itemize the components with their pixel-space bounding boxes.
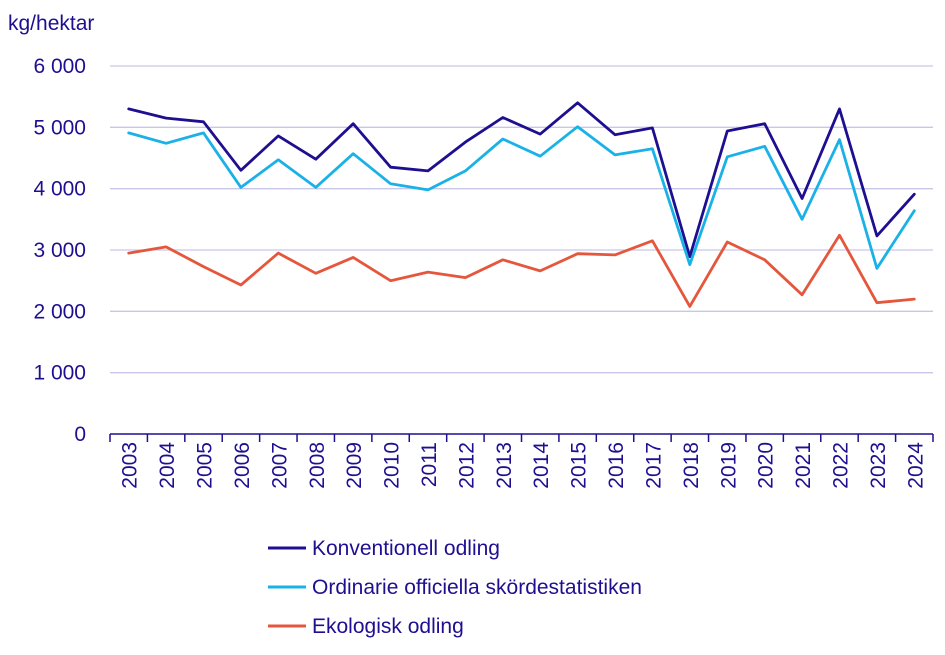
x-tick-label: 2022 (829, 442, 852, 489)
x-tick-label: 2017 (642, 442, 665, 489)
y-tick-label: 5 000 (33, 116, 86, 139)
x-tick-label: 2011 (418, 442, 441, 487)
y-tick-label: 4 000 (33, 178, 86, 201)
x-tick-label: 2008 (306, 442, 329, 489)
x-tick-label: 2003 (119, 442, 142, 489)
x-tick-label: 2016 (605, 442, 628, 489)
x-axis-ticks: 2003 2004 2005 2006 2007 2008 2009 2010 2011 2012… (119, 442, 928, 489)
y-tick-label: 6 000 (33, 55, 86, 78)
x-tick-label: 2012 (455, 442, 478, 489)
x-tick-label: 2021 (792, 442, 815, 489)
y-tick-label: 0 (74, 423, 86, 446)
x-tick-label: 2005 (194, 442, 217, 489)
series-line (127, 233, 916, 308)
x-axis (109, 433, 934, 442)
x-tick-label: 2014 (530, 442, 553, 489)
legend-label: Ordinarie officiella skördestatistiken (312, 576, 642, 599)
y-axis-label: kg/hektar (8, 12, 94, 35)
x-tick-label: 2015 (568, 442, 591, 489)
x-tick-label: 2010 (381, 442, 404, 489)
legend: Konventionell odling Ordinarie officiella… (268, 537, 642, 638)
x-tick-label: 2023 (867, 442, 890, 489)
y-tick-label: 1 000 (33, 362, 86, 385)
series-line (127, 125, 916, 270)
x-tick-label: 2019 (717, 442, 740, 489)
y-tick-label: 3 000 (33, 239, 86, 262)
y-axis-ticks: 0 1 000 2 000 3 000 4 000 5 000 6 000 (33, 55, 86, 446)
x-tick-label: 2009 (343, 442, 366, 489)
series-line (127, 101, 916, 259)
x-tick-label: 2013 (493, 442, 516, 489)
gridlines (110, 65, 933, 374)
x-tick-label: 2018 (680, 442, 703, 489)
x-tick-label: 2004 (156, 442, 179, 489)
y-tick-label: 2 000 (33, 300, 86, 323)
x-tick-label: 2007 (268, 442, 291, 489)
series-lines (127, 101, 916, 308)
legend-label: Ekologisk odling (312, 615, 464, 638)
x-tick-label: 2024 (904, 442, 927, 489)
legend-label: Konventionell odling (312, 537, 500, 560)
x-tick-label: 2006 (231, 442, 254, 489)
x-tick-label: 2020 (755, 442, 778, 489)
